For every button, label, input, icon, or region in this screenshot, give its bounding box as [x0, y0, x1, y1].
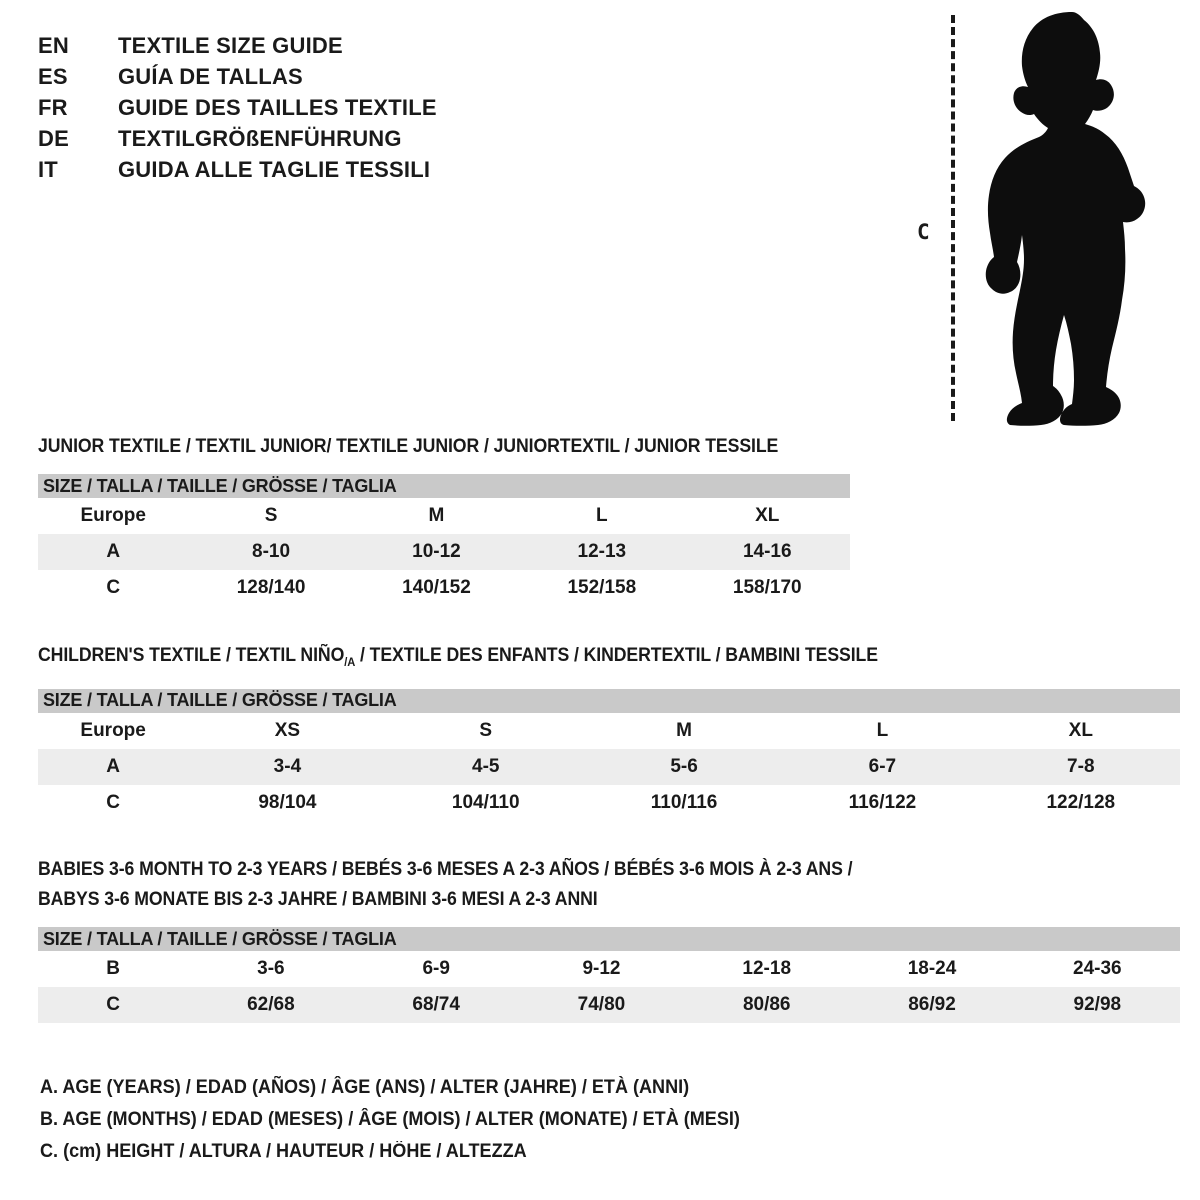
row-label: A — [38, 748, 189, 785]
language-code-de: DE — [38, 126, 69, 151]
table-cell: 152/158 — [519, 570, 685, 606]
table-cell: 110/116 — [584, 784, 784, 821]
table-row: C 128/140 140/152 152/158 158/170 — [38, 570, 850, 606]
table-cell: 140/152 — [353, 570, 520, 606]
table-cell: S — [386, 712, 585, 749]
row-label: Europe — [38, 498, 189, 534]
table-bar-row: SIZE / TALLA / TAILLE / GRÖSSE / TAGLIA — [38, 927, 1180, 951]
section-junior-textile: JUNIOR TEXTILE / TEXTIL JUNIOR/ TEXTILE … — [38, 432, 850, 606]
section-heading-babies-line1: BABIES 3-6 MONTH TO 2-3 YEARS / BEBÉS 3-… — [38, 859, 853, 880]
table-bar-row: SIZE / TALLA / TAILLE / GRÖSSE / TAGLIA — [38, 474, 850, 498]
table-cell: 12-13 — [519, 534, 685, 570]
table-cell: 104/110 — [386, 784, 585, 821]
table-cell: XL — [684, 498, 850, 534]
table-cell: M — [353, 498, 520, 534]
table-cell: 116/122 — [783, 784, 982, 821]
language-row-fr: FR GUIDE DES TAILLES TEXTILE — [38, 95, 658, 126]
table-junior-sizes: SIZE / TALLA / TAILLE / GRÖSSE / TAGLIA … — [38, 474, 850, 606]
section-heading-junior: JUNIOR TEXTILE / TEXTIL JUNIOR/ TEXTILE … — [38, 436, 779, 457]
language-title-de: TEXTILGRÖßENFÜHRUNG — [118, 126, 402, 151]
table-row: Europe S M L XL — [38, 498, 850, 534]
language-header-block: EN TEXTILE SIZE GUIDE ES GUÍA DE TALLAS … — [38, 33, 658, 188]
section-heading-children-post: / TEXTILE DES ENFANTS / KINDERTEXTIL / B… — [355, 645, 878, 666]
row-label: C — [38, 570, 189, 606]
language-title-en: TEXTILE SIZE GUIDE — [118, 33, 343, 58]
language-title-it: GUIDA ALLE TAGLIE TESSILI — [118, 157, 431, 182]
table-cell: 62/68 — [188, 987, 354, 1023]
language-code-fr: FR — [38, 95, 68, 120]
table-row: B 3-6 6-9 9-12 12-18 18-24 24-36 — [38, 951, 1180, 987]
table-cell: L — [519, 498, 685, 534]
table-babies-sizes: SIZE / TALLA / TAILLE / GRÖSSE / TAGLIA … — [38, 927, 1180, 1023]
table-bar-label: SIZE / TALLA / TAILLE / GRÖSSE / TAGLIA — [38, 474, 850, 498]
legend-line-a: A. AGE (YEARS) / EDAD (AÑOS) / ÂGE (ANS)… — [40, 1077, 690, 1098]
table-cell: 6-9 — [353, 951, 519, 987]
table-cell: 6-7 — [783, 748, 982, 785]
table-row: Europe XS S M L XL — [38, 712, 1180, 749]
table-cell: L — [783, 712, 982, 749]
table-cell: 122/128 — [981, 784, 1180, 821]
table-cell: 24-36 — [1014, 951, 1180, 987]
table-bar-label: SIZE / TALLA / TAILLE / GRÖSSE / TAGLIA — [38, 927, 1180, 951]
language-code-es: ES — [38, 64, 68, 89]
table-cell: 12-18 — [684, 951, 850, 987]
table-cell: 7-8 — [981, 748, 1180, 785]
row-label: Europe — [38, 712, 189, 749]
section-heading-babies-line2: BABYS 3-6 MONATE BIS 2-3 JAHRE / BAMBINI… — [38, 889, 598, 910]
language-row-it: IT GUIDA ALLE TAGLIE TESSILI — [38, 157, 658, 188]
table-cell: 9-12 — [518, 951, 685, 987]
section-heading-children: CHILDREN'S TEXTILE / TEXTIL NIÑO/A / TEX… — [38, 641, 1100, 677]
table-cell: 128/140 — [188, 570, 354, 606]
section-childrens-textile: CHILDREN'S TEXTILE / TEXTIL NIÑO/A / TEX… — [38, 641, 1180, 821]
measurement-legend: A. AGE (YEARS) / EDAD (AÑOS) / ÂGE (ANS)… — [40, 1072, 777, 1168]
table-children-sizes: SIZE / TALLA / TAILLE / GRÖSSE / TAGLIA … — [38, 688, 1180, 821]
table-cell: 14-16 — [684, 534, 850, 570]
table-bar-label: SIZE / TALLA / TAILLE / GRÖSSE / TAGLIA — [38, 688, 1180, 713]
table-cell: 86/92 — [849, 987, 1015, 1023]
toddler-silhouette-icon — [985, 12, 1146, 426]
table-cell: 10-12 — [353, 534, 520, 570]
section-heading-children-pre: CHILDREN'S TEXTILE / TEXTIL NIÑO — [38, 645, 345, 666]
language-title-fr: GUIDE DES TAILLES TEXTILE — [118, 95, 437, 120]
table-row: A 3-4 4-5 5-6 6-7 7-8 — [38, 748, 1180, 785]
table-cell: 98/104 — [188, 784, 387, 821]
height-marker-label: C — [917, 220, 930, 244]
height-measurement-figure: C — [905, 8, 1195, 426]
table-cell: XS — [188, 712, 387, 749]
table-row: C 98/104 104/110 110/116 116/122 122/128 — [38, 784, 1180, 821]
language-row-en: EN TEXTILE SIZE GUIDE — [38, 33, 658, 64]
table-cell: 92/98 — [1014, 987, 1180, 1023]
table-cell: M — [584, 712, 784, 749]
language-title-es: GUÍA DE TALLAS — [118, 64, 303, 89]
table-cell: 80/86 — [684, 987, 850, 1023]
table-cell: 3-4 — [188, 748, 387, 785]
language-code-it: IT — [38, 157, 58, 182]
row-label: B — [38, 951, 189, 987]
table-cell: 3-6 — [188, 951, 354, 987]
table-cell: 74/80 — [518, 987, 685, 1023]
table-bar-row: SIZE / TALLA / TAILLE / GRÖSSE / TAGLIA — [38, 688, 1180, 713]
row-label: C — [38, 987, 189, 1023]
legend-line-c: C. (cm) HEIGHT / ALTURA / HAUTEUR / HÖHE… — [40, 1141, 527, 1162]
language-row-es: ES GUÍA DE TALLAS — [38, 64, 658, 95]
table-cell: 8-10 — [188, 534, 354, 570]
table-cell: 158/170 — [684, 570, 850, 606]
table-row: C 62/68 68/74 74/80 80/86 86/92 92/98 — [38, 987, 1180, 1023]
row-label: A — [38, 534, 189, 570]
table-cell: 68/74 — [353, 987, 519, 1023]
legend-line-b: B. AGE (MONTHS) / EDAD (MESES) / ÂGE (MO… — [40, 1109, 740, 1130]
language-code-en: EN — [38, 33, 69, 58]
language-row-de: DE TEXTILGRÖßENFÜHRUNG — [38, 126, 658, 157]
table-cell: XL — [981, 712, 1180, 749]
table-cell: 5-6 — [584, 748, 784, 785]
table-cell: 4-5 — [386, 748, 585, 785]
table-cell: 18-24 — [849, 951, 1015, 987]
section-heading-children-subscript: /A — [344, 654, 356, 669]
row-label: C — [38, 784, 189, 821]
height-reference-dashed-line — [951, 15, 955, 421]
table-cell: S — [188, 498, 354, 534]
table-row: A 8-10 10-12 12-13 14-16 — [38, 534, 850, 570]
section-babies-textile: BABIES 3-6 MONTH TO 2-3 YEARS / BEBÉS 3-… — [38, 855, 1180, 1023]
